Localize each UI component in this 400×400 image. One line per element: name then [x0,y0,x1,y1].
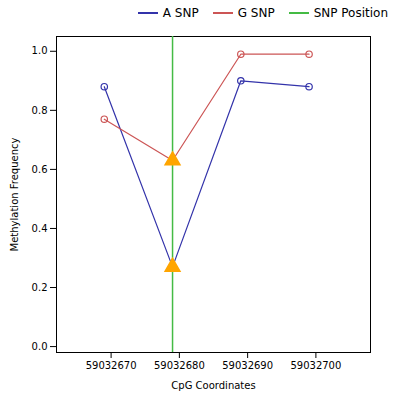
svg-text:CpG Coordinates: CpG Coordinates [171,380,255,391]
html-text:SNP Position: SNP Position [313,6,388,20]
svg-text:1.0: 1.0 [32,45,48,56]
svg-text:0.2: 0.2 [32,282,48,293]
svg-text:59032700: 59032700 [290,360,341,371]
svg-text:0.0: 0.0 [32,341,48,352]
svg-text:Methylation Frequency: Methylation Frequency [9,137,20,251]
html-text:A SNP: A SNP [162,6,199,20]
svg-text:0.4: 0.4 [32,223,48,234]
svg-text:59032690: 59032690 [222,360,273,371]
html-text:G SNP: G SNP [237,6,275,20]
svg-text:0.8: 0.8 [32,105,48,116]
svg-text:0.6: 0.6 [32,164,48,175]
svg-text:59032680: 59032680 [154,360,205,371]
svg-text:59032670: 59032670 [86,360,137,371]
